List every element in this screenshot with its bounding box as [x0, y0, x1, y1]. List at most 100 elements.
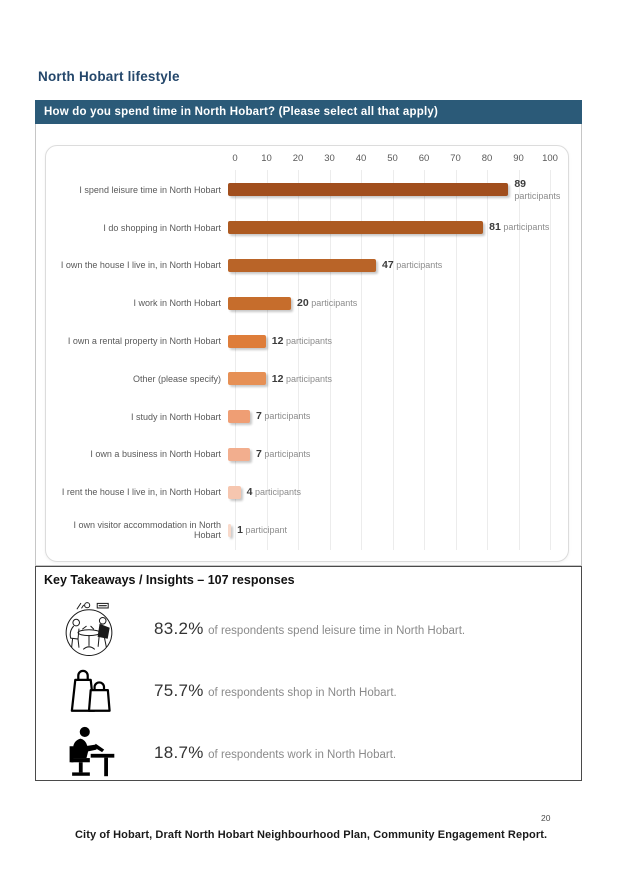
- bar: [228, 523, 232, 537]
- bar-value-label: 89 participants: [514, 178, 561, 201]
- bar-value-label: 4 participants: [246, 485, 301, 498]
- chart-row: I do shopping in North Hobart 81 particip…: [46, 209, 568, 247]
- bar-value-number: 7: [256, 410, 262, 423]
- gridline: [550, 170, 551, 550]
- chart-section: 0 10 20 30 40 50 60 70 80 90 100 I spend leisure t…: [35, 124, 582, 566]
- chart-row: I spend leisure time in North Hobart 89 p…: [46, 171, 568, 209]
- bar-category-label: I do shopping in North Hobart: [103, 222, 221, 233]
- gridline: [361, 170, 362, 550]
- takeaway-item: 83.2% of respondents spend leisure time …: [36, 597, 581, 661]
- gridline: [487, 170, 488, 550]
- bar-value-label: 81 participants: [489, 221, 550, 234]
- person-working-desk-icon: [57, 725, 121, 781]
- shopping-bags-icon: [57, 663, 121, 719]
- bar-value-label: 7 participants: [256, 448, 311, 461]
- gridline: [455, 170, 457, 550]
- takeaway-text: 83.2% of respondents spend leisure time …: [154, 619, 465, 639]
- bar-category-label: I own a rental property in North Hobart: [67, 335, 221, 346]
- bar: [228, 183, 509, 197]
- takeaway-text: 18.7% of respondents work in North Hobar…: [154, 743, 396, 763]
- footer-citation: City of Hobart, Draft North Hobart Neigh…: [75, 829, 548, 841]
- axis-tick-label: 0: [232, 153, 238, 164]
- bar-value-label: 12 participants: [271, 334, 333, 347]
- page-title: North Hobart lifestyle: [38, 69, 180, 84]
- chart-row: I own a business in North Hobart 7 partic…: [46, 436, 568, 474]
- takeaway-description: of respondents work in North Hobart.: [208, 749, 397, 761]
- bar: [228, 258, 377, 272]
- key-takeaways-panel: Key Takeaways / Insights – 107 responses: [35, 566, 582, 781]
- chart-row: Other (please specify) 12 participants: [46, 360, 568, 398]
- axis-tick-label: 10: [261, 153, 272, 164]
- bar-value-number: 81: [489, 221, 501, 234]
- takeaway-text: 75.7% of respondents shop in North Hobar…: [154, 681, 397, 701]
- chart-row: I work in North Hobart 20 participants: [46, 284, 568, 322]
- bar: [228, 447, 251, 461]
- axis-ticks: 0 10 20 30 40 50 60 70 80 90 100: [232, 153, 558, 166]
- bar: [228, 410, 251, 424]
- bar-value-number: 4: [246, 485, 253, 498]
- bar-value-number: 89: [514, 178, 527, 191]
- takeaway-percentage: 18.7%: [154, 743, 204, 762]
- chart-row: I rent the house I live in, in North Hob…: [46, 473, 568, 511]
- bar-category-label: I work in North Hobart: [133, 298, 221, 309]
- plot-area: [235, 170, 551, 550]
- key-takeaways-title: Key Takeaways / Insights – 107 responses: [44, 573, 295, 587]
- gridline: [329, 170, 331, 550]
- bar: [228, 296, 291, 310]
- bar-value-label: 20 participants: [297, 296, 358, 309]
- axis-tick-label: 40: [355, 153, 367, 164]
- chart-row: I own visitor accommodation in North Hob…: [46, 511, 568, 549]
- bar: [228, 485, 241, 499]
- chart-row: I own the house I live in, in North Hoba…: [46, 247, 568, 285]
- axis-tick-label: 30: [324, 153, 335, 164]
- takeaway-percentage: 83.2%: [154, 619, 204, 638]
- bar-chart-card: 0 10 20 30 40 50 60 70 80 90 100 I spend leisure t…: [45, 145, 569, 562]
- bar-category-label: I own a business in North Hobart: [90, 449, 221, 460]
- axis-tick-label: 80: [481, 153, 493, 164]
- axis-tick-label: 60: [418, 153, 430, 164]
- bar: [228, 221, 484, 235]
- bar-value-label: 12 participants: [271, 372, 333, 385]
- gridline: [518, 170, 520, 550]
- gridline: [392, 170, 394, 550]
- bar-category-label: I rent the house I live in, in North Hob…: [61, 487, 221, 498]
- gridline: [298, 170, 299, 550]
- chart-row: I own a rental property in North Hobart 1…: [46, 322, 568, 360]
- takeaway-item: 75.7% of respondents shop in North Hobar…: [36, 659, 581, 723]
- bar-value-number: 12: [271, 334, 284, 347]
- bar-value-label: 7 participants: [256, 410, 311, 423]
- bar-category-label: I own the house I live in, in North Hoba…: [60, 260, 221, 271]
- axis-tick-label: 100: [542, 153, 558, 164]
- chart-row: I study in North Hobart 7 participants: [46, 398, 568, 436]
- page-number: 20: [541, 813, 551, 823]
- bar-value-number: 20: [297, 296, 309, 309]
- bar-value-label: 1 participant: [237, 523, 288, 536]
- bar-value-number: 1: [237, 523, 243, 536]
- bar: [228, 372, 266, 386]
- chart-rows: I spend leisure time in North Hobart 89 p…: [46, 171, 568, 549]
- bar-category-label: I own visitor accommodation in North Hob…: [73, 519, 221, 541]
- leisure-people-table-icon: [57, 596, 121, 662]
- gridline: [424, 170, 425, 550]
- bar-category-label: I study in North Hobart: [130, 411, 221, 422]
- survey-question-header: How do you spend time in North Hobart? (…: [35, 100, 582, 124]
- bar-category-label: I spend leisure time in North Hobart: [79, 184, 221, 195]
- bar-value-number: 12: [271, 372, 284, 385]
- bar-category-label: Other (please specify): [132, 373, 221, 384]
- takeaway-description: of respondents shop in North Hobart.: [208, 687, 397, 699]
- axis-tick-label: 90: [513, 153, 524, 164]
- axis-tick-label: 70: [450, 153, 461, 164]
- bar: [228, 334, 266, 348]
- takeaway-description: of respondents spend leisure time in Nor…: [208, 625, 466, 637]
- survey-question-text: How do you spend time in North Hobart? (…: [44, 106, 438, 118]
- gridline: [266, 170, 268, 550]
- axis-tick-label: 20: [292, 153, 304, 164]
- axis-tick-label: 50: [387, 153, 398, 164]
- bar-value-number: 47: [382, 259, 394, 272]
- gridline: [235, 170, 236, 550]
- bar-value-number: 7: [256, 448, 262, 461]
- takeaway-percentage: 75.7%: [154, 681, 204, 700]
- bar-value-label: 47 participants: [382, 259, 443, 272]
- takeaway-item: 18.7% of respondents work in North Hobar…: [36, 721, 581, 785]
